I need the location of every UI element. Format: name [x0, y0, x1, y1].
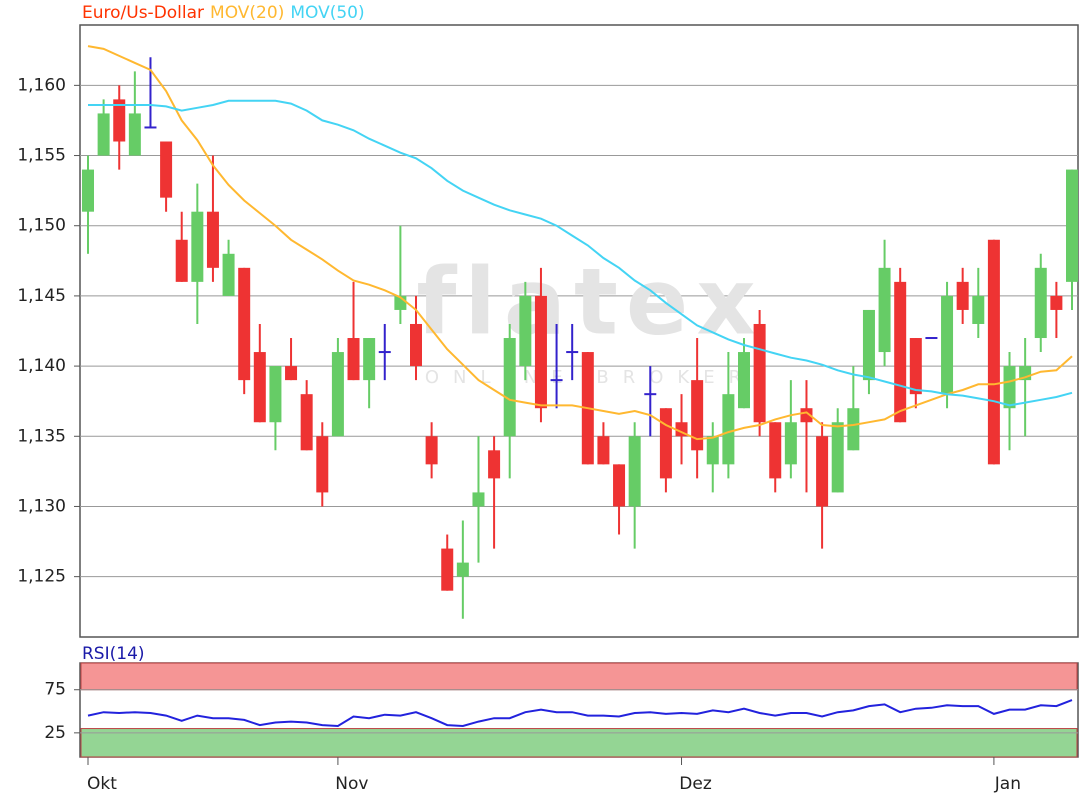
candle-body — [206, 211, 219, 268]
x-tick-label: Dez — [679, 774, 712, 794]
candle-body — [113, 99, 126, 142]
candle-body — [769, 422, 782, 479]
panel-title: RSI(14) — [82, 644, 145, 664]
candle-body — [331, 352, 344, 437]
y-tick-label: 1,140 — [17, 356, 66, 376]
legend: Euro/Us-Dollar MOV(20) MOV(50) — [82, 3, 365, 23]
moving-average-line — [88, 99, 1073, 407]
candle-body — [347, 338, 360, 381]
candle-body — [472, 492, 485, 507]
candle-body — [784, 422, 797, 465]
candle-body — [128, 113, 141, 156]
candle-body — [456, 562, 469, 577]
y-tick-label: 75 — [44, 680, 66, 700]
y-tick-label: 1,145 — [17, 286, 66, 306]
x-tick-label: Okt — [87, 774, 117, 794]
zone — [80, 662, 1078, 691]
candle-body — [222, 253, 235, 296]
y-tick-label: 1,150 — [17, 216, 66, 236]
candle-body — [972, 295, 985, 324]
candle-body — [878, 267, 891, 353]
candle-body — [831, 422, 844, 493]
candle-body — [659, 408, 672, 479]
candle-body — [534, 295, 547, 409]
rsi-line — [87, 699, 1073, 728]
y-tick-label: 1,130 — [17, 496, 66, 516]
candle-body — [175, 239, 188, 282]
candle-body — [269, 366, 282, 423]
y-tick-label: 25 — [44, 723, 66, 743]
candle-body — [628, 436, 641, 507]
candle-body — [285, 366, 298, 381]
candle-body — [816, 436, 829, 507]
candle-body — [800, 408, 813, 423]
candle-body — [1066, 169, 1078, 282]
candle-body — [691, 380, 704, 451]
candle-body — [1034, 267, 1047, 339]
candle-body — [410, 323, 422, 367]
candle-body — [909, 338, 922, 395]
candle-body — [425, 436, 438, 465]
legend-entry: MOV(20) — [210, 3, 284, 23]
candle-body — [300, 394, 313, 451]
candle-body — [441, 548, 454, 591]
legend-entry: Euro/Us-Dollar — [82, 3, 204, 23]
candle-body — [706, 436, 719, 465]
x-tick-label: Jan — [994, 774, 1021, 794]
x-tick-label: Nov — [335, 774, 368, 794]
candle-body — [941, 295, 954, 395]
candle-body — [82, 169, 94, 212]
candle-body — [738, 352, 750, 409]
candle-body — [613, 464, 626, 507]
candle-body — [894, 281, 907, 423]
candle-body — [363, 338, 376, 381]
candle-body — [1003, 366, 1016, 409]
candle-body — [160, 141, 173, 198]
candle-body — [956, 281, 969, 310]
candle-body — [503, 338, 516, 437]
y-tick-label: 1,155 — [17, 146, 66, 166]
legend-entry: MOV(50) — [290, 3, 364, 23]
candle-body — [238, 267, 251, 381]
candle-body — [753, 323, 766, 423]
candle-body — [847, 408, 860, 451]
y-tick-label: 1,125 — [17, 567, 66, 587]
candle-body — [97, 113, 110, 156]
candle-body — [1050, 295, 1063, 310]
y-tick-label: 1,135 — [17, 426, 66, 446]
candle-body — [987, 239, 1000, 465]
candle-body — [597, 436, 610, 465]
candle-body — [316, 436, 329, 493]
candle-body — [1019, 366, 1032, 381]
candle-body — [519, 295, 532, 367]
candle-body — [191, 211, 204, 282]
y-tick-label: 1,160 — [17, 75, 66, 95]
watermark: flatex — [416, 248, 763, 355]
candle-body — [722, 394, 735, 465]
candle-body — [862, 309, 875, 381]
candle-body — [253, 352, 266, 423]
moving-average-line — [87, 45, 1073, 441]
candle-body — [488, 450, 501, 479]
